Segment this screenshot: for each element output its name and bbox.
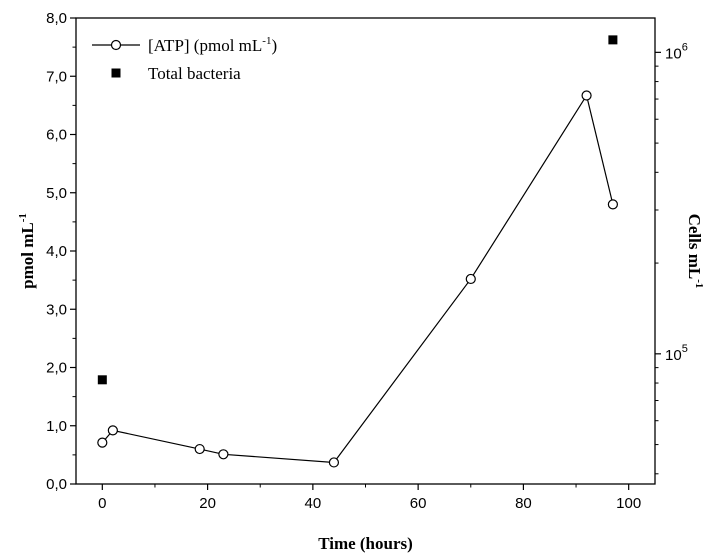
series-points <box>97 35 618 468</box>
total-bacteria-data-point <box>97 375 107 385</box>
x-axis-title: Time (hours) <box>318 534 413 553</box>
legend-item-atp: [ATP] (pmol mL-1) <box>92 35 277 55</box>
legend-atp-label: [ATP] (pmol mL-1) <box>148 35 277 55</box>
x-tick-label: 20 <box>199 495 216 512</box>
total-bacteria-data-point <box>608 35 618 45</box>
atp-data-point <box>465 273 476 285</box>
atp-data-point <box>328 457 340 468</box>
legend-atp-label-prefix: [ATP] (pmol mL <box>148 36 262 55</box>
legend-atp-label-sup: -1 <box>262 35 271 47</box>
right-y-tick-label: 106 <box>665 41 688 62</box>
right-y-tick-label: 105 <box>665 343 688 364</box>
right-y-tick-label-base: 10 <box>665 347 682 364</box>
left-y-tick-label: 4,0 <box>46 243 67 260</box>
atp-data-point <box>218 449 229 460</box>
atp-data-point <box>607 199 618 210</box>
series-lines <box>101 93 614 464</box>
left-y-axis-title-sup: -1 <box>17 213 29 222</box>
x-tick-label: 100 <box>616 495 641 512</box>
atp-series-line <box>101 93 614 464</box>
right-y-tick-label-base: 10 <box>665 45 682 62</box>
legend: [ATP] (pmol mL-1) Total bacteria <box>92 35 277 83</box>
right-y-axis-title-base: Cells mL <box>685 214 704 280</box>
legend-atp-open-circle-marker <box>110 39 122 51</box>
legend-bacteria-filled-square-marker <box>111 68 121 78</box>
left-y-tick-label: 5,0 <box>46 185 67 202</box>
atp-data-point <box>194 443 205 455</box>
left-y-axis-title: pmol mL-1 <box>17 213 37 289</box>
right-y-axis-title: Cells mL-1 <box>685 214 705 289</box>
left-y-tick-label: 8,0 <box>46 10 67 27</box>
left-y-tick-label: 6,0 <box>46 127 67 144</box>
atp-data-point <box>97 437 108 448</box>
legend-atp-label-suffix: ) <box>271 36 277 55</box>
left-y-tick-label: 2,0 <box>46 360 67 377</box>
left-y-axis-ticks: 0,0 1,0 2,0 3,0 4,0 5,0 6,0 7,0 8,0 <box>46 10 76 493</box>
legend-item-total-bacteria: Total bacteria <box>111 64 241 83</box>
atp-data-point <box>581 90 592 101</box>
left-y-tick-label: 3,0 <box>46 301 67 318</box>
left-y-axis-title-base: pmol mL <box>18 222 37 289</box>
plot-area-frame <box>75 17 656 485</box>
x-axis-ticks: 0 20 40 60 80 100 <box>98 484 641 512</box>
x-tick-label: 80 <box>515 495 532 512</box>
legend-bacteria-label: Total bacteria <box>148 64 241 83</box>
right-y-tick-label-sup: 5 <box>682 343 688 355</box>
left-y-tick-label: 7,0 <box>46 68 67 85</box>
atp-data-point <box>107 425 118 436</box>
right-y-tick-label-sup: 6 <box>682 41 688 53</box>
x-tick-label: 60 <box>410 495 427 512</box>
left-y-tick-label: 1,0 <box>46 418 67 435</box>
left-y-tick-label: 0,0 <box>46 476 67 493</box>
right-y-axis-title-sup: -1 <box>693 279 705 288</box>
x-tick-label: 0 <box>98 495 106 512</box>
x-tick-label: 40 <box>305 495 322 512</box>
